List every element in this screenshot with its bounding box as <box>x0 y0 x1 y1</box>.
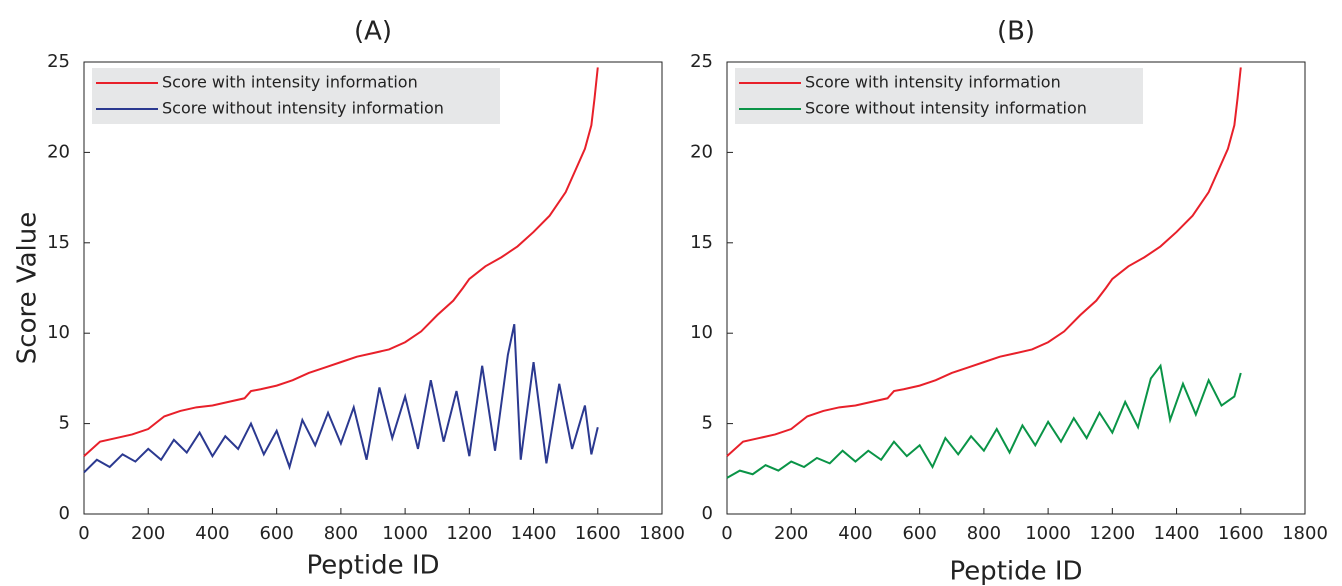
x-tick-label: 1400 <box>511 523 557 544</box>
x-axis-label: Peptide ID <box>949 557 1082 586</box>
x-tick-label: 1400 <box>1154 523 1200 544</box>
x-tick-label: 800 <box>967 523 1001 544</box>
y-tick-label: 10 <box>47 322 70 343</box>
x-tick-label: 200 <box>774 523 808 544</box>
legend-label: Score without intensity information <box>162 99 444 118</box>
x-tick-label: 1000 <box>382 523 428 544</box>
x-axis-label: Peptide ID <box>306 551 439 581</box>
y-tick-label: 10 <box>690 322 713 343</box>
x-tick-label: 800 <box>324 523 358 544</box>
y-axis-label: Score Value <box>13 212 43 364</box>
x-tick-label: 1600 <box>575 523 621 544</box>
x-tick-label: 200 <box>131 523 165 544</box>
y-tick-label: 0 <box>59 503 70 524</box>
x-tick-label: 1000 <box>1025 523 1071 544</box>
x-tick-label: 400 <box>195 523 229 544</box>
series-line <box>83 67 599 457</box>
y-tick-label: 0 <box>702 503 713 524</box>
x-tick-label: 600 <box>259 523 293 544</box>
x-tick-label: 1800 <box>639 523 685 544</box>
plot-frame <box>83 61 663 515</box>
legend-box <box>92 68 500 124</box>
legend-label: Score with intensity information <box>162 73 418 92</box>
x-tick-label: 400 <box>838 523 872 544</box>
legend-box <box>735 68 1143 124</box>
y-tick-label: 20 <box>47 141 70 162</box>
y-tick-label: 20 <box>690 141 713 162</box>
chart-title: (B) <box>997 17 1035 47</box>
y-tick-label: 5 <box>59 413 70 434</box>
series-line <box>83 323 599 474</box>
x-tick-label: 1200 <box>1089 523 1135 544</box>
series-line <box>726 67 1242 457</box>
series-line <box>726 363 1242 479</box>
x-tick-label: 0 <box>78 523 89 544</box>
y-tick-label: 25 <box>47 51 70 72</box>
legend-label: Score with intensity information <box>805 73 1061 92</box>
plot-frame <box>726 61 1306 515</box>
x-tick-label: 1600 <box>1218 523 1264 544</box>
y-tick-label: 15 <box>47 232 70 253</box>
x-tick-label: 1200 <box>446 523 492 544</box>
chart-title: (A) <box>354 17 392 47</box>
legend-label: Score without intensity information <box>805 99 1087 118</box>
y-tick-label: 5 <box>702 413 713 434</box>
x-tick-label: 600 <box>902 523 936 544</box>
x-tick-label: 0 <box>721 523 732 544</box>
y-tick-label: 15 <box>690 232 713 253</box>
x-tick-label: 1800 <box>1282 523 1328 544</box>
y-tick-label: 25 <box>690 51 713 72</box>
